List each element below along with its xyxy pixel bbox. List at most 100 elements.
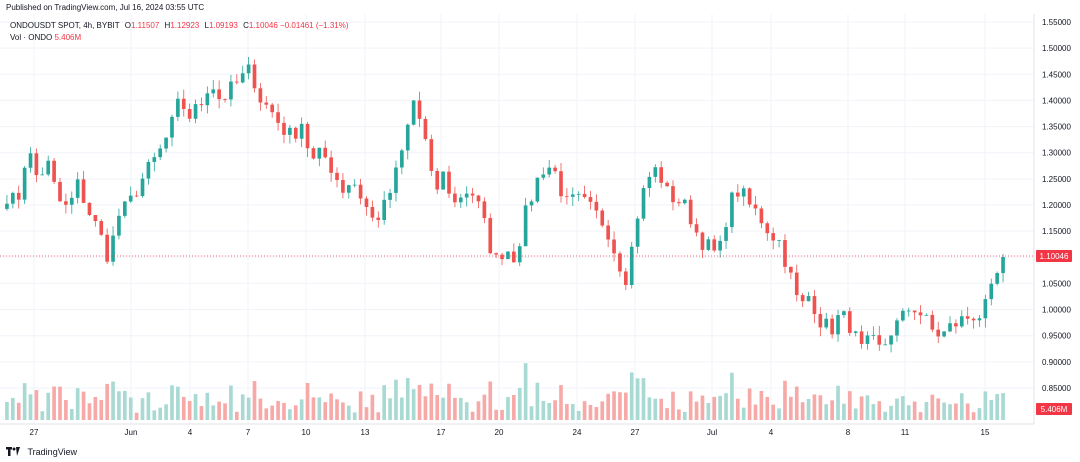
candle-body: [618, 253, 622, 272]
volume-bar: [152, 410, 157, 420]
volume-bar: [99, 400, 104, 420]
volume-bar: [624, 392, 628, 420]
volume-bar: [146, 392, 151, 420]
volume-label[interactable]: Vol · ONDO: [10, 33, 53, 42]
volume-bar: [606, 393, 610, 420]
volume-bar: [441, 397, 445, 420]
volume-bar: [5, 401, 9, 420]
price-tick-label: 1.45000: [1042, 70, 1071, 79]
volume-bar: [229, 385, 233, 420]
time-tick-label: 27: [631, 428, 640, 437]
candle-body: [5, 203, 9, 209]
volume-bar: [765, 396, 770, 420]
volume-bar: [659, 398, 664, 420]
volume-bar: [370, 394, 375, 420]
volume-bar: [582, 401, 587, 420]
time-axis[interactable]: 27 Jun 4 7 10 13 17 20 24 27 Jul 4 8 11 15: [30, 428, 990, 437]
time-tick-label: 10: [302, 428, 311, 437]
candle-body: [105, 234, 109, 262]
volume-bar: [918, 412, 923, 420]
close-key: C: [243, 21, 249, 30]
candle-body: [181, 98, 186, 109]
volume-bar: [523, 363, 528, 420]
candle-body: [989, 283, 994, 300]
volume-bar: [529, 406, 534, 420]
volume-bar: [288, 409, 292, 420]
chart-legend[interactable]: ONDOUSDT SPOT, 4h, BYBIT O1.11507 H1.129…: [10, 20, 349, 44]
candle-body: [500, 254, 504, 260]
volume-bar: [170, 385, 174, 420]
last-volume-tag: 5.406M: [1036, 403, 1072, 415]
volume-bar: [924, 401, 929, 420]
candle-body: [806, 296, 811, 302]
candle-body: [93, 215, 98, 222]
volume-bar: [812, 394, 817, 420]
candle-body: [901, 310, 905, 321]
price-axis[interactable]: 1.55000 1.50000 1.45000 1.40000 1.35000 1.300…: [1042, 18, 1071, 393]
candle-body: [234, 81, 239, 83]
volume-bar: [965, 403, 970, 420]
candle-body: [16, 192, 21, 200]
candle-body: [535, 177, 540, 202]
volume-bar: [842, 403, 846, 420]
volume-bar: [417, 385, 422, 420]
volume-bar: [971, 412, 976, 420]
candle-body: [506, 251, 510, 260]
volume-bar: [11, 397, 15, 420]
volume-bar: [435, 395, 440, 420]
volume-bar: [105, 383, 109, 420]
candle-body: [718, 240, 722, 251]
candle-body: [164, 137, 168, 149]
volume-bar: [800, 402, 805, 420]
candle-body: [665, 182, 669, 187]
volume-bar: [405, 378, 410, 420]
candle-body: [170, 116, 174, 138]
volume-bar: [117, 391, 121, 420]
candle-body: [777, 240, 781, 241]
volume-bar: [111, 381, 115, 420]
volume-bar: [783, 380, 787, 420]
candle-body: [582, 193, 587, 198]
candle-body: [735, 192, 740, 197]
candle-body: [794, 272, 799, 296]
price-tick-label: 1.50000: [1042, 44, 1071, 53]
volume-bar: [777, 408, 781, 420]
volume-bar: [317, 397, 322, 420]
candle-body: [912, 310, 917, 313]
symbol-label[interactable]: ONDOUSDT SPOT, 4h, BYBIT: [10, 21, 120, 30]
candle-body: [895, 320, 899, 336]
volume-bar: [323, 402, 328, 420]
volume-bar: [140, 398, 145, 420]
candle-body: [81, 179, 86, 203]
candle-body: [853, 331, 858, 333]
volume-bar: [299, 399, 304, 420]
candle-body: [730, 192, 734, 228]
published-caption: Published on TradingView.com, Jul 16, 20…: [6, 3, 205, 12]
candle-body: [865, 335, 870, 344]
candle-body: [69, 197, 74, 205]
volume-bar: [859, 396, 864, 420]
candle-body: [470, 193, 475, 196]
volume-bar: [771, 404, 776, 420]
price-tick-label: 1.35000: [1042, 123, 1071, 132]
volume-bar: [559, 385, 563, 420]
candle-body: [818, 314, 823, 328]
volume-bar: [282, 402, 286, 420]
candle-body: [299, 123, 304, 139]
candle-body: [11, 192, 15, 204]
candle-body: [176, 98, 180, 117]
volume-bar: [570, 404, 575, 420]
candle-body: [246, 64, 251, 74]
volume-bar: [234, 411, 239, 420]
candle-body: [512, 251, 516, 263]
volume-bar: [889, 405, 893, 420]
volume-bar: [293, 405, 298, 420]
volume-bar: [400, 397, 404, 420]
candle-body: [453, 193, 457, 203]
candle-body: [205, 93, 210, 106]
volume-bar: [989, 399, 994, 420]
volume-bar: [246, 397, 251, 420]
volume-bar: [930, 394, 935, 420]
low-value: 1.09193: [208, 21, 238, 30]
